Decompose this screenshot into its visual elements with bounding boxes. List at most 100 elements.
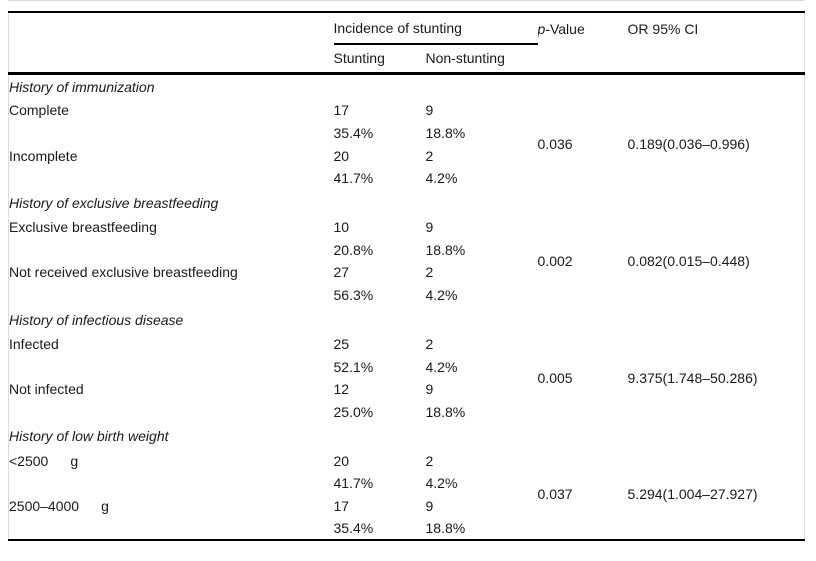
table-row: Complete 17 9 0.036 0.189(0.036–0.996)	[9, 99, 805, 152]
row-label: Exclusive breastfeeding	[9, 219, 157, 236]
row-label: Incomplete	[9, 147, 78, 164]
non-stunting-percent-cell: 18.8%	[425, 520, 466, 537]
table-row: 41.7% 4.2%	[9, 167, 805, 190]
section-title-infectious-disease: History of infectious disease	[9, 311, 184, 328]
stunting-percent-cell: 25.0%	[333, 403, 374, 420]
section-title-breastfeeding: History of exclusive breastfeeding	[9, 194, 219, 211]
p-value-cell: 0.002	[537, 253, 573, 270]
non-stunting-count-cell: 9	[425, 381, 434, 398]
row-label: Complete	[9, 102, 69, 119]
row-label: 2500–4000 g	[9, 495, 334, 518]
table-header: Incidence of stunting p-Value OR 95% CI …	[8, 12, 805, 75]
stunting-count-cell: 10	[333, 219, 350, 236]
table-row: 41.7% 4.2%	[9, 472, 805, 495]
table-row: 2500–4000 g 17 9	[9, 495, 805, 518]
non-stunting-percent-cell: 18.8%	[425, 241, 466, 258]
table-row: <2500 g 20 2 0.037 5.294(1.004–27.927)	[9, 449, 805, 503]
column-header-or-ci: OR 95% CI	[627, 20, 699, 37]
non-stunting-percent-cell: 4.2%	[425, 358, 458, 375]
column-group-incidence-of-stunting: Incidence of stunting	[333, 12, 538, 45]
header-row-subcolumns: Stunting Non-stunting	[8, 44, 805, 75]
stunting-count-cell: 25	[333, 335, 350, 352]
row-label: Not infected	[9, 381, 84, 398]
non-stunting-percent-cell: 18.8%	[425, 125, 466, 142]
non-stunting-percent-cell: 18.8%	[425, 403, 466, 420]
column-header-p-value: p-Value	[538, 12, 628, 44]
header-row-group: Incidence of stunting p-Value OR 95% CI	[9, 12, 805, 45]
non-stunting-percent-cell: 4.2%	[425, 170, 458, 187]
p-value-cell: 0.037	[537, 486, 573, 503]
row-label	[9, 517, 334, 540]
row-label-text: 2500–4000	[9, 497, 80, 514]
table-row: Not received exclusive breastfeeding 27 …	[9, 261, 805, 284]
or-ci-cell: 5.294(1.004–27.927)	[627, 486, 758, 503]
stunting-percent-cell: 35.4%	[333, 520, 374, 537]
stunting-count-cell: 20	[333, 452, 350, 469]
p-value-cell: 0.036	[537, 136, 573, 153]
row-label: Not received exclusive breastfeeding	[9, 264, 238, 281]
non-stunting-count-cell: 2	[425, 452, 434, 469]
stunting-percent-cell: 35.4%	[333, 125, 374, 142]
non-stunting-percent-cell: 4.2%	[425, 475, 458, 492]
section-title-low-birth-weight: History of low birth weight	[9, 428, 169, 445]
row-label: Infected	[9, 335, 59, 352]
stunting-percent-cell: 20.8%	[333, 241, 374, 258]
table-row: 35.4% 18.8%	[9, 122, 805, 145]
p-value-italic-p: p	[537, 20, 546, 37]
non-stunting-percent-cell: 4.2%	[425, 287, 458, 304]
stunting-percent-cell: 41.7%	[333, 170, 374, 187]
or-ci-cell: 9.375(1.748–50.286)	[627, 369, 758, 386]
stunting-percent-cell: 56.3%	[333, 287, 374, 304]
stunting-count-cell: 12	[333, 381, 350, 398]
row-label	[9, 284, 334, 307]
table-row: 20.8% 18.8%	[9, 238, 805, 261]
stunting-count-cell: 20	[333, 147, 350, 164]
table-row: Not infected 12 9	[9, 378, 805, 401]
row-label	[9, 355, 334, 378]
stunting-percent-cell: 52.1%	[333, 358, 374, 375]
table-row: 52.1% 4.2%	[9, 355, 805, 378]
or-ci-cell: 0.082(0.015–0.448)	[627, 253, 750, 270]
section-header-row: History of low birth weight	[9, 423, 805, 449]
row-label	[9, 401, 334, 424]
row-label-text: <2500	[9, 452, 49, 469]
non-stunting-count-cell: 9	[425, 497, 434, 514]
table-row: Incomplete 20 2	[9, 144, 805, 167]
table-row: 56.3% 4.2%	[9, 284, 805, 307]
unit-label: g	[70, 452, 79, 469]
header-spacer	[8, 44, 334, 75]
section-header-row: History of infectious disease	[9, 307, 805, 333]
row-label	[9, 238, 334, 261]
table-row: 35.4% 18.8%	[9, 517, 805, 540]
header-spacer	[537, 44, 628, 75]
stunting-count-cell: 27	[333, 264, 350, 281]
non-stunting-count-cell: 9	[425, 102, 434, 119]
row-label	[9, 472, 334, 495]
header-spacer	[9, 12, 334, 44]
stunting-results-table: Incidence of stunting p-Value OR 95% CI …	[8, 11, 806, 541]
row-label	[9, 167, 334, 190]
figure-top-edge	[8, 0, 804, 1]
table-row: 25.0% 18.8%	[9, 401, 805, 424]
stunting-count-cell: 17	[333, 497, 350, 514]
non-stunting-count-cell: 2	[425, 264, 434, 281]
or-ci-cell: 0.189(0.036–0.996)	[627, 136, 750, 153]
unit-label: g	[101, 497, 109, 514]
column-group-label: Incidence of stunting	[333, 20, 462, 36]
row-label: <2500 g	[9, 449, 334, 472]
stunting-count-cell: 17	[333, 102, 350, 119]
p-value-cell: 0.005	[537, 369, 573, 386]
non-stunting-count-cell: 2	[425, 147, 434, 164]
section-header-row: History of immunization	[9, 73, 805, 99]
section-title-immunization: History of immunization	[9, 78, 155, 95]
p-value-rest: -Value	[545, 20, 585, 37]
table-row: Infected 25 2 0.005 9.375(1.748–50.286)	[9, 333, 805, 386]
stunting-percent-cell: 41.7%	[333, 475, 374, 492]
row-label	[9, 122, 334, 145]
table-row: Exclusive breastfeeding 10 9 0.002 0.082…	[9, 216, 805, 269]
section-header-row: History of exclusive breastfeeding	[9, 190, 805, 216]
header-spacer	[627, 44, 805, 75]
non-stunting-count-cell: 9	[425, 219, 434, 236]
column-header-stunting: Stunting	[333, 44, 426, 75]
